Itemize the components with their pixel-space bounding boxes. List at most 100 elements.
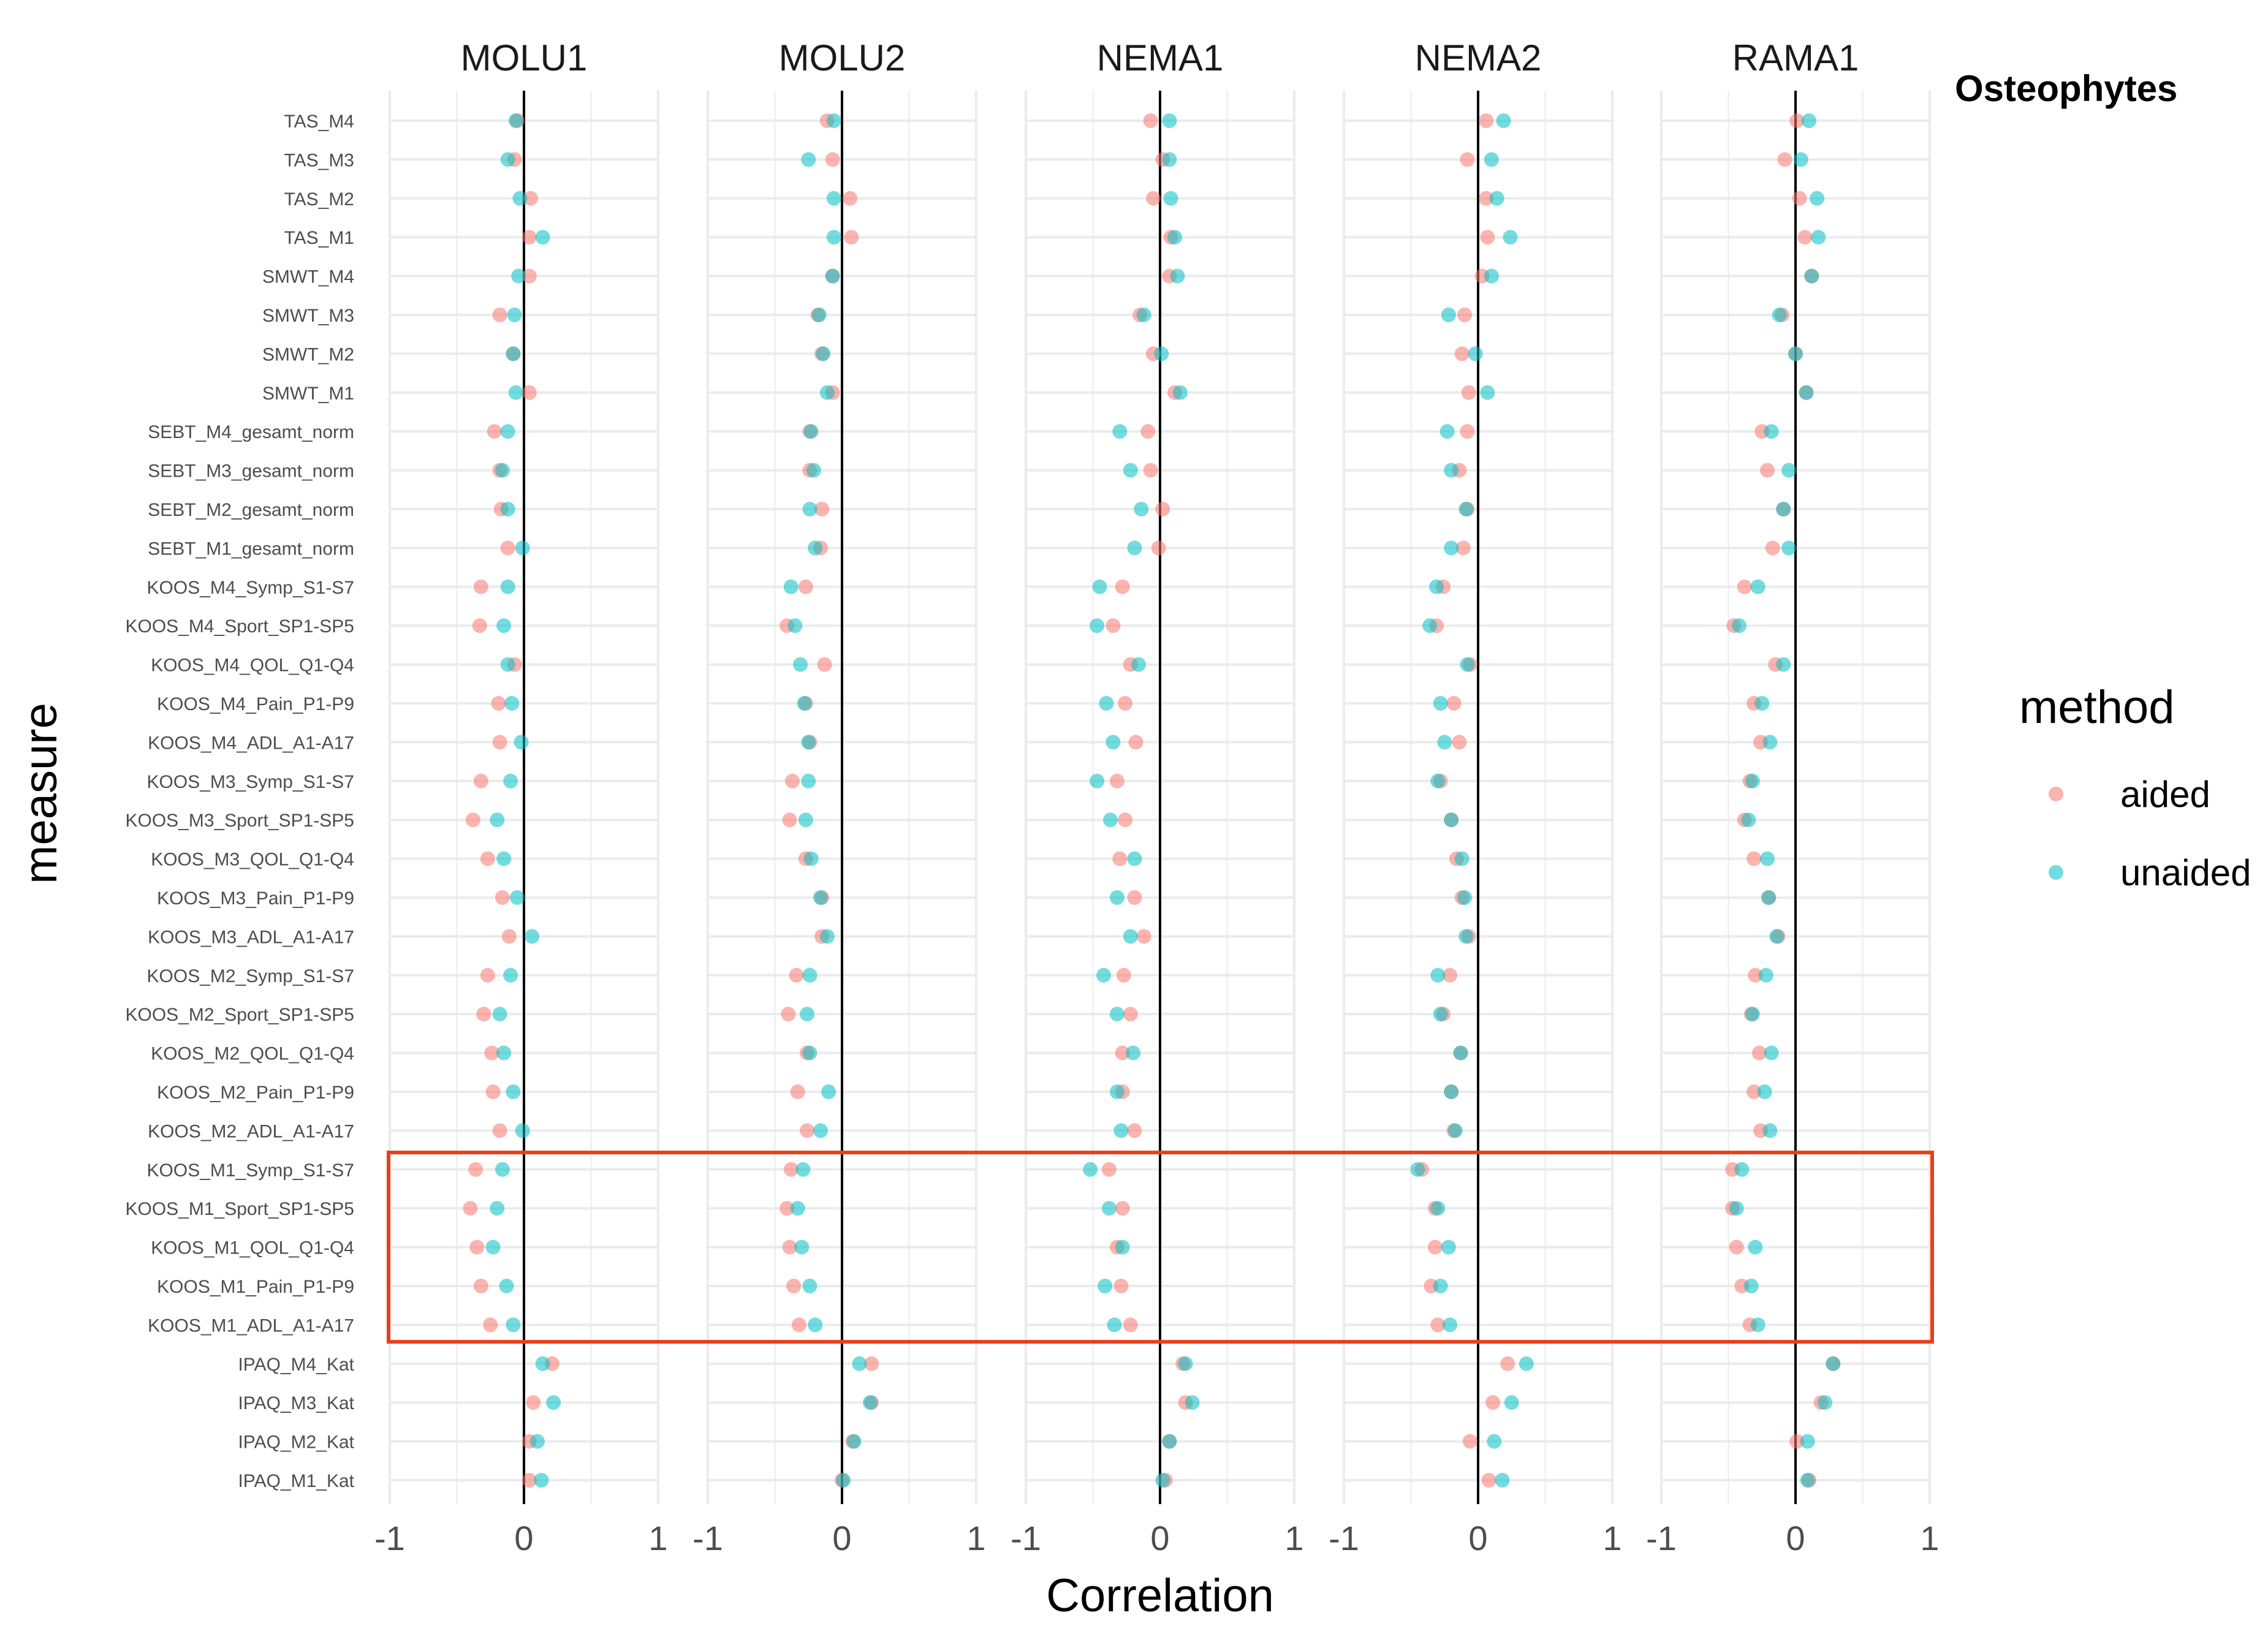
point-aided [484, 1045, 499, 1061]
point-unaided [496, 1045, 512, 1061]
point-aided [469, 1239, 485, 1255]
point-unaided [485, 1239, 501, 1255]
point-unaided [803, 851, 819, 866]
x-tick-label: -1 [692, 1519, 723, 1557]
x-tick-label: 0 [1468, 1519, 1487, 1557]
point-aided [1128, 735, 1143, 750]
point-aided [1123, 1007, 1138, 1022]
x-tick-label: 1 [1920, 1519, 1939, 1557]
point-unaided [1113, 1123, 1129, 1138]
y-tick-label: TAS_M3 [284, 150, 354, 170]
point-unaided [490, 1201, 505, 1216]
point-aided [463, 1201, 478, 1216]
point-unaided [1489, 191, 1504, 206]
point-unaided [825, 268, 840, 284]
y-tick-label: KOOS_M4_Pain_P1-P9 [157, 694, 354, 714]
point-unaided [801, 773, 816, 789]
point-unaided [826, 113, 841, 128]
x-tick-label: 0 [1786, 1519, 1805, 1557]
point-aided [1479, 191, 1494, 206]
point-unaided [1127, 540, 1142, 556]
point-unaided [1441, 308, 1456, 322]
panel-title: NEMA1 [1097, 37, 1224, 78]
point-unaided [1163, 191, 1178, 206]
point-unaided [783, 579, 798, 594]
point-aided [1789, 1434, 1805, 1449]
point-unaided [500, 424, 515, 439]
point-unaided [1126, 1045, 1141, 1061]
y-tick-label: KOOS_M2_Sport_SP1-SP5 [125, 1005, 354, 1025]
point-unaided [1457, 890, 1473, 905]
point-aided [1146, 191, 1161, 206]
point-unaided [1732, 618, 1747, 634]
point-aided [492, 308, 507, 322]
y-tick-label: TAS_M2 [284, 189, 354, 210]
point-unaided [496, 618, 512, 634]
point-unaided [1170, 268, 1185, 284]
point-unaided [1484, 268, 1499, 284]
point-unaided [1134, 502, 1149, 516]
point-unaided [1793, 152, 1808, 167]
data-points [463, 113, 1841, 1488]
x-tick-label: -1 [1329, 1519, 1359, 1557]
y-tick-label: KOOS_M2_Symp_S1-S7 [147, 966, 354, 986]
point-unaided [1460, 657, 1475, 672]
y-tick-label: KOOS_M4_Symp_S1-S7 [147, 578, 354, 598]
y-tick-label: KOOS_M3_Pain_P1-P9 [157, 888, 354, 909]
point-unaided [1430, 967, 1446, 983]
y-tick-label: SMWT_M4 [262, 267, 354, 287]
point-aided [521, 268, 537, 284]
point-unaided [1504, 1395, 1519, 1410]
point-unaided [500, 152, 515, 167]
point-aided [472, 618, 487, 634]
point-unaided [1800, 1434, 1815, 1449]
point-aided [1115, 1201, 1130, 1216]
point-unaided [1495, 1473, 1510, 1488]
y-tick-label: SMWT_M1 [262, 384, 354, 404]
y-tick-label: KOOS_M1_ADL_A1-A17 [148, 1315, 354, 1336]
point-aided [501, 929, 517, 944]
point-unaided [1096, 967, 1112, 983]
x-tick-label: 0 [514, 1519, 533, 1557]
y-tick-label: TAS_M1 [284, 228, 354, 248]
point-aided [1112, 851, 1128, 866]
point-unaided [1764, 1045, 1779, 1061]
point-unaided [1810, 191, 1825, 206]
point-unaided [1781, 463, 1797, 478]
point-unaided [821, 1084, 836, 1099]
point-aided [1118, 812, 1133, 828]
point-unaided [802, 1045, 817, 1061]
y-tick-label: SEBT_M2_gesamt_norm [148, 500, 354, 520]
point-aided [1123, 1317, 1138, 1333]
point-unaided [535, 1356, 550, 1371]
point-aided [1485, 1395, 1501, 1410]
point-unaided [1764, 424, 1779, 439]
point-unaided [1430, 773, 1446, 789]
point-unaided [507, 308, 522, 322]
point-aided [791, 1317, 806, 1333]
point-unaided [1178, 1356, 1193, 1371]
point-aided [495, 890, 510, 905]
point-unaided [862, 1395, 878, 1410]
y-tick-label: KOOS_M4_ADL_A1-A17 [148, 733, 354, 753]
point-unaided [503, 773, 518, 789]
point-aided [476, 1007, 491, 1022]
point-unaided [1136, 308, 1151, 322]
point-aided [521, 1473, 537, 1488]
point-aided [1118, 696, 1133, 711]
point-unaided [510, 890, 525, 905]
legend-label-aided: aided [2120, 774, 2210, 815]
point-unaided [801, 735, 816, 750]
point-unaided [826, 230, 841, 245]
point-aided [800, 1123, 815, 1138]
point-aided [1127, 1123, 1142, 1138]
point-aided [473, 773, 488, 789]
zero-lines [523, 91, 1797, 1504]
point-unaided [836, 1473, 851, 1488]
x-tick-label: -1 [374, 1519, 405, 1557]
point-unaided [506, 346, 521, 361]
point-aided [1155, 502, 1170, 516]
panel-title: RAMA1 [1732, 37, 1859, 78]
point-aided [468, 1162, 484, 1177]
point-unaided [1115, 1239, 1130, 1255]
